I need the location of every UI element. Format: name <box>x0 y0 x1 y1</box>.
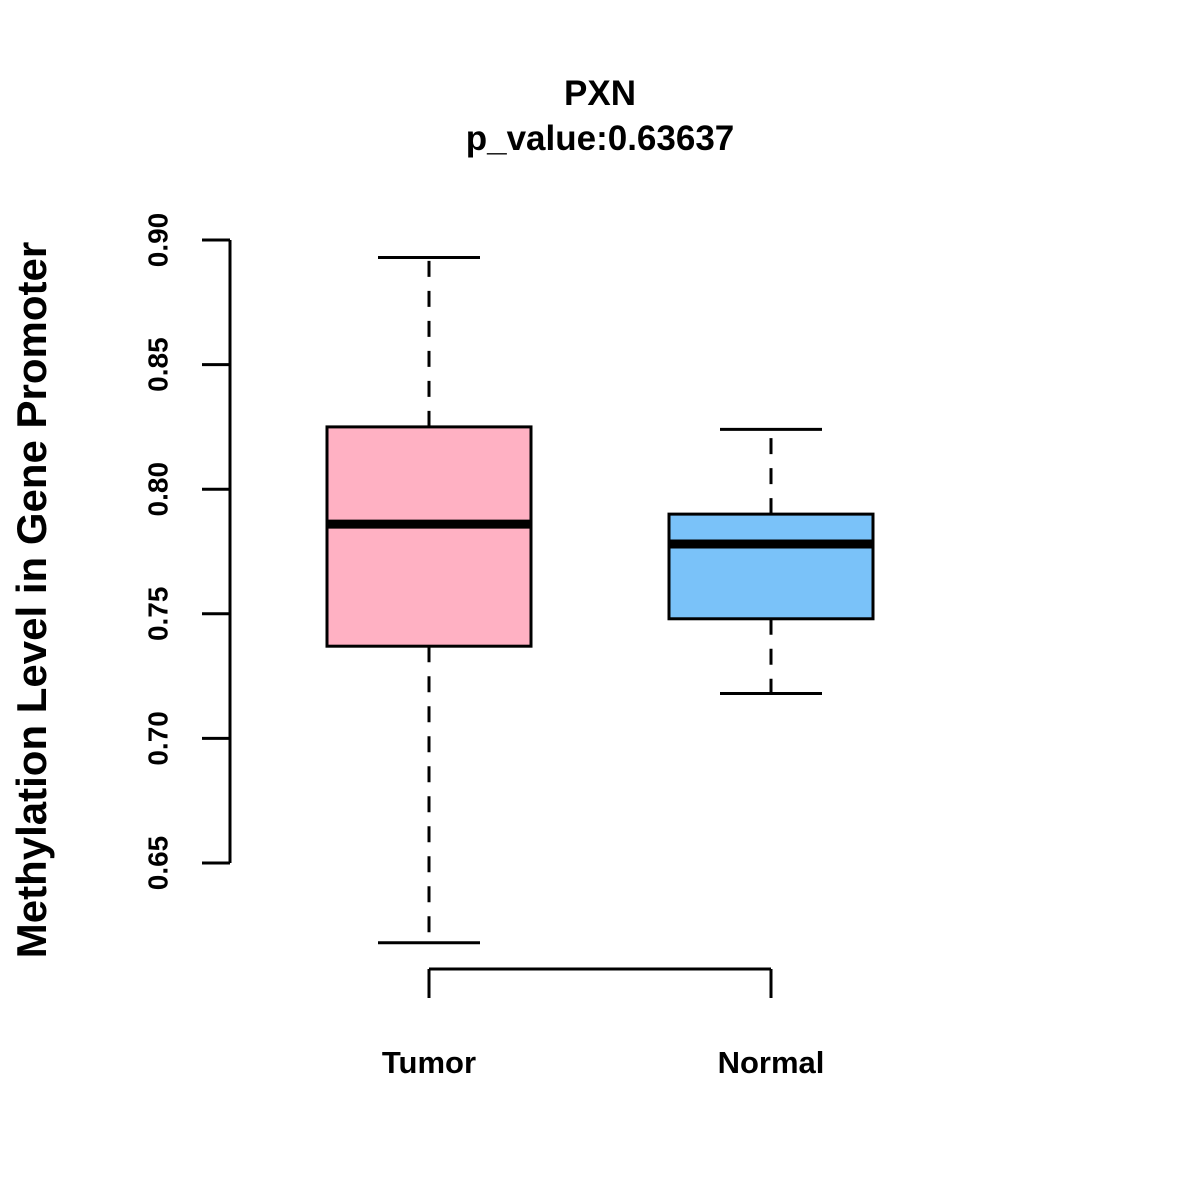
box-series <box>325 255 875 945</box>
y-tick-label: 0.75 <box>142 587 173 642</box>
iqr-box <box>325 425 533 648</box>
y-axis-title: Methylation Level in Gene Promoter <box>8 242 55 958</box>
box-tumor <box>325 255 533 945</box>
y-tick-label: 0.70 <box>142 711 173 766</box>
box-normal <box>667 427 875 696</box>
chart-subtitle: p_value:0.63637 <box>466 119 735 158</box>
y-tick-label: 0.90 <box>142 213 173 268</box>
y-tick-label: 0.80 <box>142 462 173 517</box>
x-tick-label-normal: Normal <box>718 1045 825 1080</box>
x-tick-label-tumor: Tumor <box>382 1045 476 1080</box>
x-axis: Tumor Normal <box>382 967 825 1080</box>
y-axis: 0.65 0.70 0.75 0.80 0.85 0.90 <box>142 213 232 891</box>
y-tick-label: 0.85 <box>142 337 173 392</box>
iqr-box <box>667 512 875 621</box>
chart-title: PXN <box>564 74 636 113</box>
y-tick-label: 0.65 <box>142 836 173 891</box>
